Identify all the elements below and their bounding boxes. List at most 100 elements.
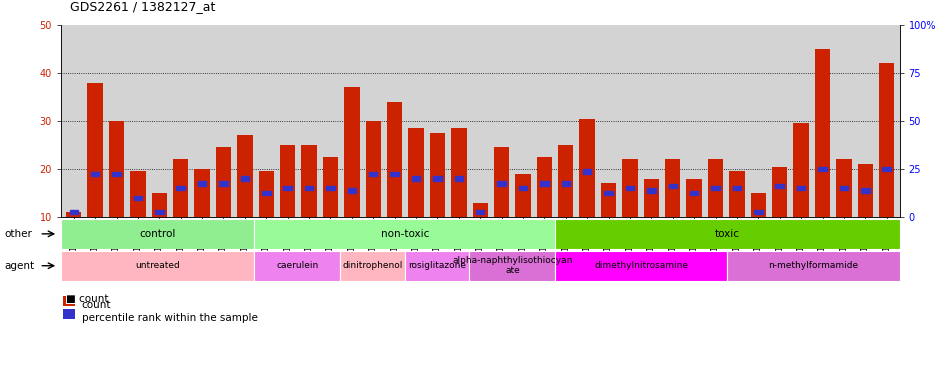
Bar bbox=[555, 219, 899, 249]
Bar bbox=[625, 186, 634, 190]
Bar bbox=[643, 179, 658, 217]
Bar bbox=[369, 172, 377, 176]
Bar bbox=[750, 193, 766, 217]
Text: alpha-naphthylisothiocyan
ate: alpha-naphthylisothiocyan ate bbox=[452, 256, 572, 275]
Bar bbox=[304, 186, 313, 190]
Bar bbox=[404, 251, 469, 281]
Bar bbox=[215, 147, 231, 217]
Bar bbox=[475, 210, 484, 214]
Text: dinitrophenol: dinitrophenol bbox=[343, 261, 402, 270]
Bar bbox=[176, 186, 184, 190]
Bar bbox=[814, 49, 829, 217]
Bar bbox=[796, 186, 804, 190]
Bar bbox=[197, 181, 206, 185]
Bar bbox=[365, 121, 381, 217]
Bar bbox=[689, 191, 697, 195]
Bar bbox=[860, 189, 869, 193]
Bar bbox=[301, 145, 316, 217]
Bar bbox=[430, 133, 445, 217]
Text: toxic: toxic bbox=[714, 229, 739, 239]
Bar bbox=[130, 171, 145, 217]
Bar bbox=[835, 159, 851, 217]
Bar bbox=[472, 203, 488, 217]
Bar bbox=[69, 210, 78, 214]
Text: ■ count: ■ count bbox=[66, 294, 108, 304]
Text: percentile rank within the sample: percentile rank within the sample bbox=[81, 313, 257, 323]
Bar bbox=[66, 212, 81, 217]
Bar bbox=[219, 181, 227, 185]
Bar bbox=[519, 186, 527, 190]
Bar bbox=[582, 169, 591, 174]
Bar bbox=[710, 186, 719, 190]
Bar bbox=[255, 219, 555, 249]
Bar bbox=[469, 251, 555, 281]
Bar bbox=[432, 176, 441, 181]
Bar bbox=[326, 186, 334, 190]
Bar bbox=[411, 176, 420, 181]
Bar bbox=[152, 193, 167, 217]
Bar bbox=[237, 136, 253, 217]
Bar bbox=[194, 169, 210, 217]
Text: GDS2261 / 1382127_at: GDS2261 / 1382127_at bbox=[70, 0, 215, 13]
Text: agent: agent bbox=[5, 261, 35, 271]
Bar bbox=[322, 157, 338, 217]
Bar bbox=[686, 179, 701, 217]
Bar bbox=[347, 189, 356, 193]
Bar bbox=[775, 184, 783, 188]
Bar bbox=[726, 251, 899, 281]
Bar bbox=[728, 171, 744, 217]
Bar bbox=[61, 251, 255, 281]
Bar bbox=[390, 172, 399, 176]
Bar bbox=[258, 171, 273, 217]
Bar bbox=[91, 172, 99, 176]
Bar bbox=[134, 195, 142, 200]
Bar bbox=[600, 184, 616, 217]
Text: untreated: untreated bbox=[135, 261, 180, 270]
Bar bbox=[109, 121, 124, 217]
Bar bbox=[255, 251, 340, 281]
Bar bbox=[578, 119, 594, 217]
Bar bbox=[61, 219, 255, 249]
Bar bbox=[536, 157, 551, 217]
Bar bbox=[450, 128, 466, 217]
Text: non-toxic: non-toxic bbox=[380, 229, 429, 239]
Bar bbox=[344, 88, 359, 217]
Bar bbox=[408, 128, 423, 217]
Bar bbox=[155, 210, 164, 214]
Bar bbox=[241, 176, 249, 181]
Bar bbox=[771, 167, 786, 217]
Text: control: control bbox=[139, 229, 176, 239]
Bar bbox=[878, 63, 894, 217]
Bar bbox=[561, 181, 569, 185]
Bar bbox=[387, 102, 402, 217]
Bar bbox=[667, 184, 677, 188]
Bar bbox=[555, 251, 726, 281]
Bar bbox=[539, 181, 548, 185]
Text: n-methylformamide: n-methylformamide bbox=[768, 261, 857, 270]
Bar bbox=[173, 159, 188, 217]
Text: dimethylnitrosamine: dimethylnitrosamine bbox=[593, 261, 688, 270]
Text: other: other bbox=[5, 229, 33, 239]
Bar bbox=[112, 172, 121, 176]
Bar bbox=[647, 189, 655, 193]
Bar bbox=[558, 145, 573, 217]
Bar bbox=[497, 181, 505, 185]
Bar bbox=[817, 167, 826, 171]
Bar bbox=[753, 210, 762, 214]
Bar bbox=[839, 186, 847, 190]
Bar bbox=[280, 145, 295, 217]
Bar bbox=[622, 159, 637, 217]
Text: caerulein: caerulein bbox=[276, 261, 318, 270]
Bar bbox=[283, 186, 292, 190]
Bar bbox=[882, 167, 890, 171]
Bar bbox=[856, 164, 872, 217]
Bar bbox=[793, 123, 808, 217]
Bar bbox=[604, 191, 612, 195]
Text: rosiglitazone: rosiglitazone bbox=[408, 261, 466, 270]
Text: count: count bbox=[81, 300, 110, 310]
Bar bbox=[262, 191, 271, 195]
Bar bbox=[340, 251, 404, 281]
Bar bbox=[454, 176, 462, 181]
Bar bbox=[493, 147, 509, 217]
Bar bbox=[732, 186, 740, 190]
